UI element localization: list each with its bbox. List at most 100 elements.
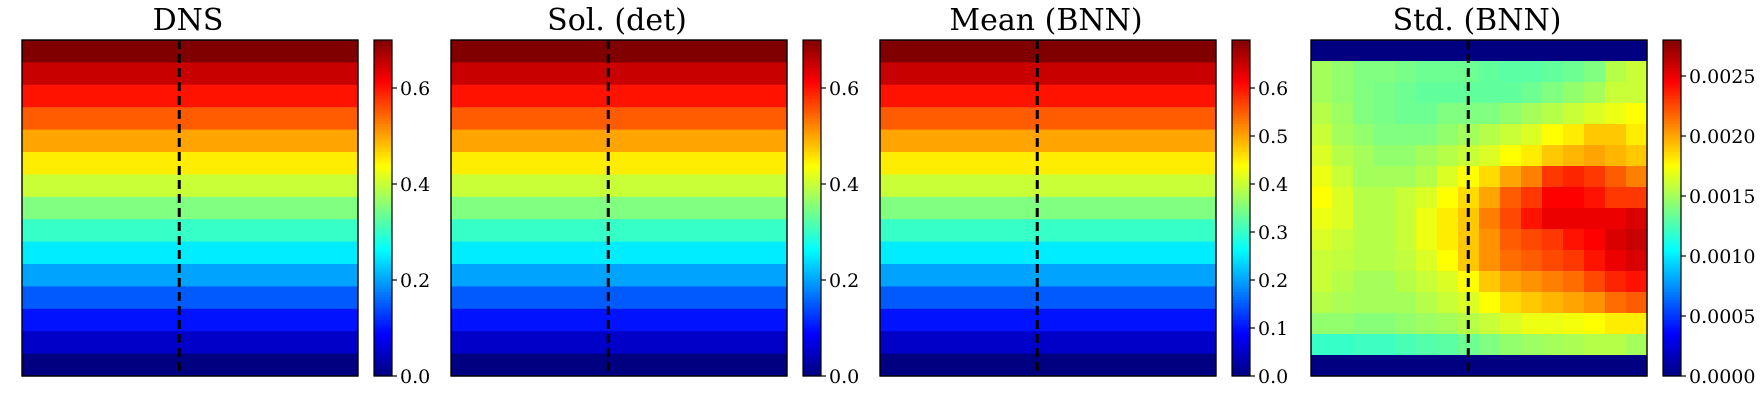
colorbar-band [803, 196, 821, 201]
heatmap-cell [22, 152, 358, 175]
colorbar-band [374, 191, 392, 195]
colorbar-band [1232, 317, 1250, 321]
colorbar-band [803, 101, 821, 105]
colorbar-band [374, 294, 392, 299]
heatmap-cell [1437, 355, 1459, 377]
colorbar-band [1232, 370, 1250, 374]
colorbar-band [1232, 146, 1250, 150]
colorbar-band [1232, 118, 1250, 122]
heatmap-cell [1311, 40, 1333, 62]
heatmap-cell [1542, 355, 1564, 377]
colorbar-band [1232, 272, 1250, 276]
heatmap-cell [451, 264, 787, 287]
heatmap-cell [22, 107, 358, 131]
colorbar-band [1663, 359, 1681, 363]
colorbar-band [1663, 278, 1681, 282]
colorbar-band [374, 244, 392, 248]
colorbar-band [1663, 325, 1681, 329]
colorbar-band [1663, 90, 1681, 94]
heatmap-cell [1500, 40, 1522, 62]
colorbar-band [374, 199, 392, 203]
panel-title: Mean (BNN) [949, 3, 1142, 38]
colorbar-band [374, 227, 392, 231]
colorbar-band [1663, 70, 1681, 75]
heatmap-cell [1416, 82, 1438, 104]
colorbar-band [374, 264, 392, 268]
colorbar-band [803, 345, 821, 349]
colorbar-band [1232, 98, 1250, 103]
colorbar-frame [1662, 39, 1682, 377]
colorbar-band [374, 213, 392, 217]
colorbar-band [803, 56, 821, 61]
colorbar-band [1232, 342, 1250, 346]
colorbar-band [1232, 191, 1250, 195]
colorbar-band [803, 280, 821, 285]
colorbar-band [1663, 182, 1681, 187]
colorbar-band [1232, 96, 1250, 100]
colorbar-band [1232, 362, 1250, 366]
colorbar-band [803, 320, 821, 324]
colorbar-band [374, 157, 392, 161]
colorbar-band [803, 104, 821, 108]
heatmap-cell [1542, 124, 1564, 146]
heatmap-cell [1500, 292, 1522, 314]
heatmap-cell [22, 331, 358, 355]
heatmap-cell [1626, 124, 1648, 146]
colorbar-band [374, 152, 392, 156]
colorbar-band [374, 140, 392, 145]
colorbar-band [1663, 107, 1681, 111]
colorbar-band [1663, 48, 1681, 52]
colorbar-band [1663, 84, 1681, 89]
colorbar-band [803, 121, 821, 125]
colorbar-band [374, 238, 392, 243]
heatmap-cell [1542, 229, 1564, 251]
colorbar-band [1232, 300, 1250, 304]
heatmap-cell [451, 152, 787, 175]
heatmap-cell [1479, 40, 1501, 62]
colorbar-band [1232, 266, 1250, 271]
colorbar-band [374, 185, 392, 189]
colorbar-band [1663, 177, 1681, 181]
colorbar-band [374, 208, 392, 212]
colorbar-band [374, 107, 392, 111]
heatmap-cell [1479, 271, 1501, 293]
colorbar-band [1232, 258, 1250, 262]
colorbar-band [1663, 350, 1681, 355]
colorbar-band [1663, 112, 1681, 117]
heatmap-cell [1311, 334, 1333, 356]
colorbar-band [1232, 292, 1250, 296]
colorbar-band [803, 84, 821, 89]
colorbar-band [803, 317, 821, 321]
heatmap-cell [1605, 250, 1627, 272]
heatmap-cell [1311, 82, 1333, 104]
colorbar-band [374, 40, 392, 44]
colorbar-band [374, 51, 392, 55]
colorbar-band [374, 135, 392, 139]
colorbar-band [374, 339, 392, 343]
colorbar-band [803, 59, 821, 63]
heatmap-cell [1374, 229, 1396, 251]
colorbar-band [1232, 373, 1250, 377]
colorbar-band [1232, 174, 1250, 178]
colorbar-band [374, 65, 392, 69]
heatmap-cell [1584, 145, 1606, 167]
heatmap-cell [1563, 82, 1585, 104]
colorbar-band [803, 163, 821, 167]
colorbar-band [1232, 93, 1250, 97]
heatmap-cell [1395, 292, 1417, 314]
colorbar-band [1663, 238, 1681, 243]
heatmap-cell [1353, 313, 1375, 335]
colorbar-band [374, 188, 392, 192]
colorbar-band [374, 236, 392, 240]
heatmap-cell [1605, 292, 1627, 314]
colorbar-tick-label: 0.0010 [1689, 246, 1755, 268]
colorbar-band [803, 269, 821, 273]
colorbar-band [1232, 182, 1250, 187]
colorbar-band [1232, 339, 1250, 343]
colorbar-band [1663, 101, 1681, 105]
heatmap-cell [1416, 334, 1438, 356]
heatmap-cell [1353, 124, 1375, 146]
heatmap-cell [1437, 250, 1459, 272]
colorbar-band [1232, 233, 1250, 237]
colorbar-band [374, 146, 392, 150]
